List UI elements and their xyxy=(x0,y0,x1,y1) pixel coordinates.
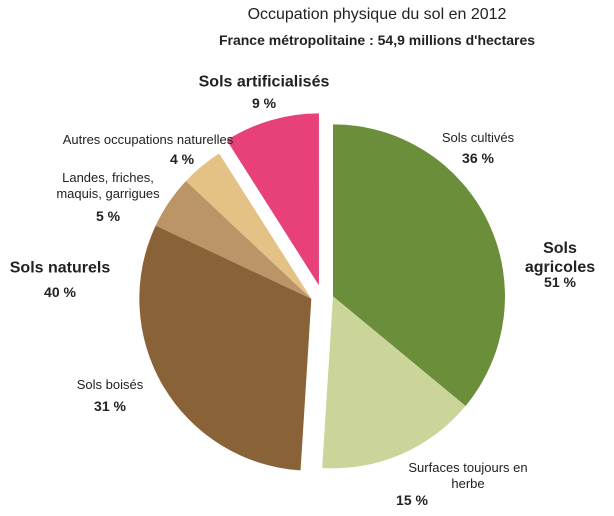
pie-slice xyxy=(155,180,312,299)
pie-slice xyxy=(226,113,319,286)
pie-slice xyxy=(185,153,312,299)
slice-label: 31 % xyxy=(94,398,126,414)
slice-label: 51 % xyxy=(544,274,576,290)
slice-label: 15 % xyxy=(396,492,428,508)
slice-label: Sols agricoles xyxy=(524,240,596,276)
slice-group xyxy=(139,153,312,471)
slice-label: 5 % xyxy=(95,208,121,224)
slice-label: Surfaces toujours en herbe xyxy=(408,460,528,491)
slice-label: 4 % xyxy=(169,151,195,167)
pie-slice xyxy=(139,225,312,471)
slice-label: Sols naturels xyxy=(9,259,111,277)
slice-label: Sols cultivés xyxy=(441,130,515,145)
chart-title: Occupation physique du sol en 2012 xyxy=(247,6,507,23)
pie-slice xyxy=(332,124,505,406)
slice-label: 40 % xyxy=(44,284,76,300)
slice-label: 36 % xyxy=(462,150,494,166)
slice-label: Autres occupations naturelles xyxy=(62,132,234,147)
slice-label: 9 % xyxy=(251,95,277,111)
slice-label: Landes, friches, maquis, garrigues xyxy=(56,170,160,201)
slice-label: Sols artificialisés xyxy=(198,73,330,91)
slice-group xyxy=(226,113,319,286)
chart-subtitle: France métropolitaine : 54,9 millions d'… xyxy=(218,32,536,48)
pie-slice xyxy=(322,296,466,469)
slice-label: Sols boisés xyxy=(76,377,144,392)
slice-group xyxy=(322,124,505,469)
